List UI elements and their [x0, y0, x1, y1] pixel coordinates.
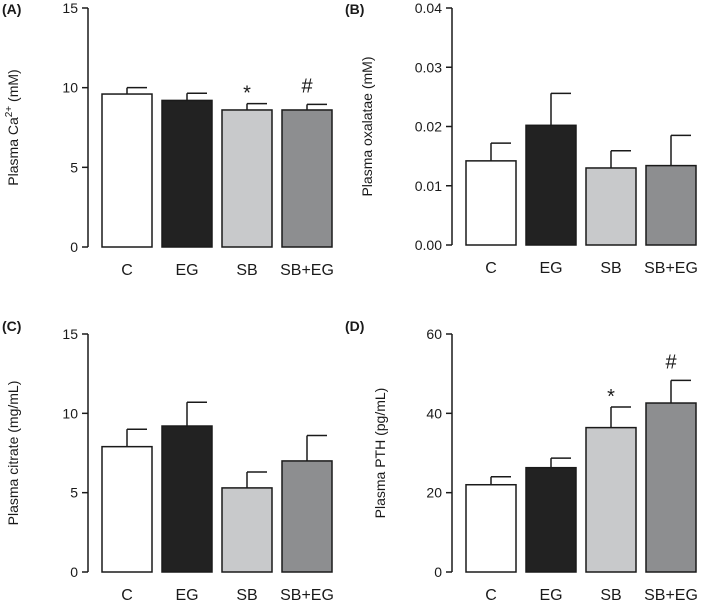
category-label: EG [175, 262, 198, 279]
y-axis-title-main: Plasma oxalatae (mM) [359, 56, 375, 196]
y-axis-title: Plasma citrate (mg/mL) [5, 381, 21, 526]
y-tick-label: 10 [62, 405, 78, 421]
bar [161, 99, 213, 248]
panel-letter: (A) [2, 1, 21, 17]
y-tick-label: 60 [426, 326, 442, 342]
y-axis-title: Plasma PTH (pg/mL) [372, 388, 388, 519]
bar [101, 445, 153, 573]
chart-panel: 0 5 10 15 C EG SB * SB+EG # (A) Plasma Ca2+ (mM) [2, 0, 334, 279]
y-tick-label: 10 [62, 80, 78, 96]
y-tick-label: 40 [426, 405, 442, 421]
y-tick-label: 0.03 [415, 59, 442, 75]
y-axis-title-unit: (mM) [5, 69, 21, 106]
category-label: SB+EG [280, 587, 334, 601]
y-axis-title-superscript: 2+ [4, 106, 15, 118]
significance-hash: # [301, 75, 313, 97]
category-label: SB+EG [644, 260, 698, 277]
category-label: SB [236, 587, 257, 601]
category-label: SB [236, 262, 257, 279]
y-tick-label: 0 [70, 564, 78, 580]
y-tick-label: 0.02 [415, 119, 442, 135]
category-label: C [121, 587, 133, 601]
category-label: EG [539, 260, 562, 277]
panel-letter: (B) [345, 1, 364, 17]
y-axis-title-main: Plasma PTH (pg/mL) [372, 388, 388, 519]
bar [221, 109, 273, 248]
y-axis-title: Plasma oxalatae (mM) [359, 56, 375, 196]
chart-panel: 0.00 0.01 0.02 0.03 0.04 C EG SB SB+EG (B) Plasma … [345, 0, 698, 277]
category-label: SB [600, 260, 621, 277]
y-tick-label: 0.01 [415, 178, 442, 194]
y-tick-label: 15 [62, 326, 78, 342]
panel-letter: (C) [2, 318, 21, 334]
bar [281, 460, 333, 573]
y-tick-label: 5 [70, 159, 78, 175]
category-label: C [121, 262, 133, 279]
y-tick-label: 0 [434, 564, 442, 580]
category-label: SB+EG [644, 587, 698, 601]
y-tick-label: 0.00 [415, 237, 442, 253]
y-tick-label: 5 [70, 485, 78, 501]
y-axis-title: Plasma Ca2+ (mM) [4, 69, 21, 185]
chart-panel: 0 20 40 60 C EG SB * SB+EG # (D) Plasma PTH (pg/mL) [345, 318, 698, 601]
bar [525, 466, 577, 573]
bar [525, 124, 577, 246]
bar [161, 425, 213, 573]
bar [645, 402, 697, 573]
y-axis-title-main: Plasma citrate (mg/mL) [5, 381, 21, 526]
y-axis-title-main: Plasma Ca [5, 117, 21, 186]
bar [465, 483, 517, 573]
chart-panel: 0 5 10 15 C EG SB SB+EG (C) Plasma citrate (mg/mL… [2, 318, 334, 601]
y-tick-label: 20 [426, 485, 442, 501]
bar [645, 164, 697, 246]
y-tick-label: 0.04 [415, 0, 442, 16]
significance-hash: # [665, 351, 677, 373]
category-label: C [485, 260, 497, 277]
significance-star: * [607, 386, 615, 408]
category-label: EG [175, 587, 198, 601]
bar [465, 160, 517, 246]
bar [585, 167, 637, 246]
category-label: SB [600, 587, 621, 601]
bar [585, 426, 637, 573]
significance-star: * [243, 83, 251, 105]
bar [281, 109, 333, 248]
bar [221, 487, 273, 573]
bar [101, 93, 153, 248]
y-tick-label: 0 [70, 239, 78, 255]
panel-letter: (D) [345, 318, 364, 334]
category-label: SB+EG [280, 262, 334, 279]
category-label: EG [539, 587, 562, 601]
y-tick-label: 15 [62, 0, 78, 16]
category-label: C [485, 587, 497, 601]
